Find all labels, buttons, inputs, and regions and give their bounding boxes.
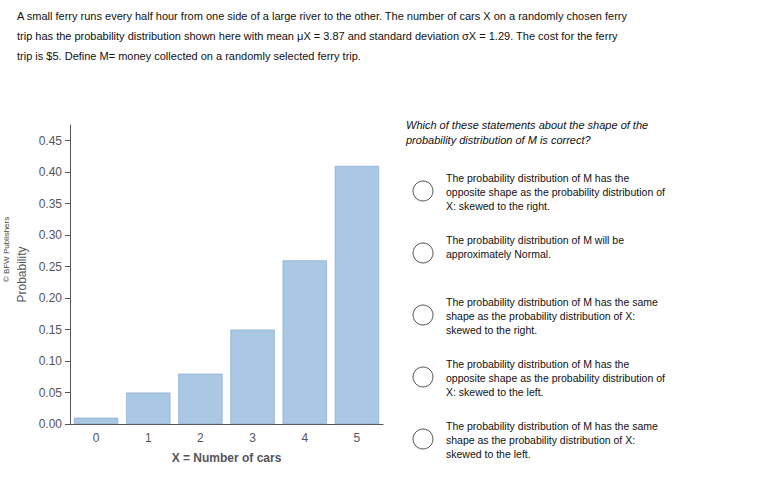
svg-text:Which of these statements abou: Which of these statements about the shap… — [406, 119, 648, 131]
svg-text:0.40: 0.40 — [39, 165, 63, 179]
svg-text:approximately Normal.: approximately Normal. — [446, 248, 551, 260]
svg-text:0.45: 0.45 — [39, 134, 63, 148]
svg-text:4: 4 — [301, 431, 308, 445]
svg-text:0.10: 0.10 — [39, 354, 63, 368]
svg-text:trip has the probability distr: trip has the probability distribution sh… — [17, 30, 618, 42]
svg-text:opposite shape as the probabil: opposite shape as the probability distri… — [446, 372, 665, 384]
svg-text:The probability distribution o: The probability distribution of M has th… — [446, 420, 658, 432]
svg-text:0.15: 0.15 — [39, 323, 63, 337]
svg-text:0.25: 0.25 — [39, 260, 63, 274]
svg-text:shape as the probability distr: shape as the probability distribution of… — [446, 434, 635, 446]
svg-text:0.20: 0.20 — [39, 291, 63, 305]
svg-text:0.05: 0.05 — [39, 386, 63, 400]
svg-text:shape as the probability distr: shape as the probability distribution of… — [446, 310, 635, 322]
svg-text:probability distribution of M: probability distribution of M is correct… — [405, 134, 592, 146]
svg-text:X = Number of cars: X = Number of cars — [172, 451, 282, 465]
svg-text:trip is $5. Define M= money co: trip is $5. Define M= money collected on… — [17, 50, 361, 62]
svg-text:2: 2 — [197, 431, 204, 445]
svg-text:skewed to the right.: skewed to the right. — [446, 324, 537, 336]
svg-text:1: 1 — [145, 431, 152, 445]
svg-text:3: 3 — [249, 431, 256, 445]
svg-text:X: skewed to the left.: X: skewed to the left. — [446, 386, 543, 398]
svg-text:A small ferry runs every half: A small ferry runs every half hour from … — [17, 10, 627, 22]
svg-text:5: 5 — [354, 431, 361, 445]
svg-text:The probability distribution o: The probability distribution of M has th… — [446, 172, 629, 184]
svg-text:skewed to the left.: skewed to the left. — [446, 448, 531, 460]
svg-text:opposite shape as the probabil: opposite shape as the probability distri… — [446, 186, 665, 198]
svg-text:The probability distribution o: The probability distribution of M will b… — [446, 234, 624, 246]
svg-text:X: skewed to the right.: X: skewed to the right. — [446, 200, 550, 212]
svg-text:Probability: Probability — [15, 246, 29, 302]
svg-text:The probability distribution o: The probability distribution of M has th… — [446, 358, 629, 370]
svg-text:0.00: 0.00 — [39, 417, 63, 431]
svg-text:The probability distribution o: The probability distribution of M has th… — [446, 296, 658, 308]
svg-text:© BFW Publishers: © BFW Publishers — [2, 217, 11, 282]
svg-text:0.35: 0.35 — [39, 197, 63, 211]
svg-text:0.30: 0.30 — [39, 228, 63, 242]
svg-text:0: 0 — [93, 431, 100, 445]
